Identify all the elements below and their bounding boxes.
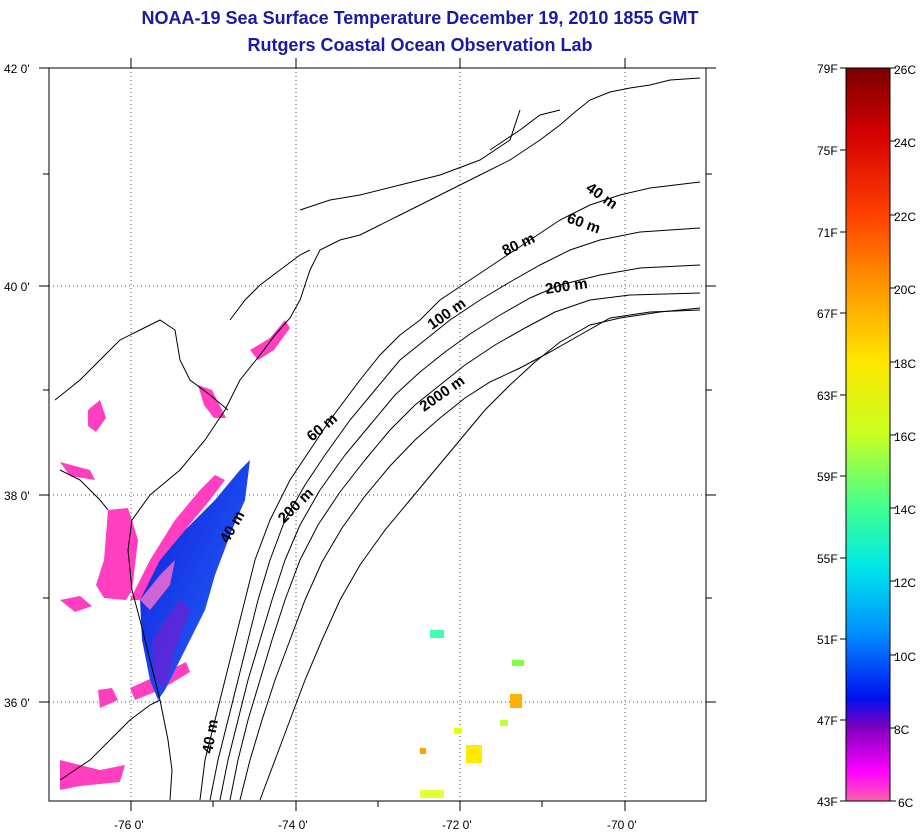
lat-label-42: 42 0' bbox=[4, 62, 30, 76]
colorbar-c-label: 12C bbox=[894, 576, 916, 590]
colorbar-c-label: 22C bbox=[894, 210, 916, 224]
colorbar-c-label: 14C bbox=[894, 503, 916, 517]
colorbar-c-label: 18C bbox=[894, 357, 916, 371]
contour-label: 200 m bbox=[544, 275, 588, 298]
colorbar-f-label: 47F bbox=[817, 714, 838, 728]
colorbar-f-label: 71F bbox=[817, 226, 838, 240]
lon-label-72: -72 0' bbox=[442, 818, 472, 832]
lon-label-76: -76 0' bbox=[114, 818, 144, 832]
map-subtitle: Rutgers Coastal Ocean Observation Lab bbox=[247, 35, 593, 55]
lon-label-70: -70 0' bbox=[607, 818, 637, 832]
colorbar-c-label: 26C bbox=[894, 63, 916, 77]
lat-label-36: 36 0' bbox=[4, 696, 30, 710]
sst-pixels bbox=[60, 320, 524, 798]
colorbar-c-label: 8C bbox=[894, 723, 910, 737]
colorbar-c-label: 20C bbox=[894, 283, 916, 297]
coastline-bathymetry bbox=[54, 77, 701, 801]
colorbar-c-labels: 26C 24C 22C 20C 18C 16C 14C 12C 10C 8C 6… bbox=[894, 63, 916, 810]
colorbar-f-label: 63F bbox=[817, 389, 838, 403]
colorbar-f-label: 51F bbox=[817, 633, 838, 647]
colorbar-f-label: 55F bbox=[817, 552, 838, 566]
colorbar-f-label: 67F bbox=[817, 307, 838, 321]
colorbar-c-label: 16C bbox=[894, 430, 916, 444]
lat-label-40: 40 0' bbox=[4, 280, 30, 294]
colorbar bbox=[845, 67, 891, 802]
colorbar-f-labels: 79F 75F 71F 67F 63F 59F 55F 51F 47F 43F bbox=[817, 62, 838, 809]
lon-label-74: -74 0' bbox=[278, 818, 308, 832]
colorbar-f-label: 79F bbox=[817, 62, 838, 76]
graticule bbox=[49, 68, 706, 801]
axis-ticks bbox=[39, 58, 716, 811]
colorbar-c-label: 6C bbox=[898, 796, 914, 810]
contour-label: 40 m bbox=[199, 718, 222, 755]
colorbar-ticks bbox=[840, 67, 896, 802]
colorbar-f-label: 75F bbox=[817, 144, 838, 158]
colorbar-c-label: 10C bbox=[894, 650, 916, 664]
colorbar-f-label: 43F bbox=[817, 795, 838, 809]
colorbar-c-label: 24C bbox=[894, 136, 916, 150]
map-title: NOAA-19 Sea Surface Temperature December… bbox=[141, 8, 699, 28]
lat-label-38: 38 0' bbox=[4, 489, 30, 503]
colorbar-f-label: 59F bbox=[817, 470, 838, 484]
